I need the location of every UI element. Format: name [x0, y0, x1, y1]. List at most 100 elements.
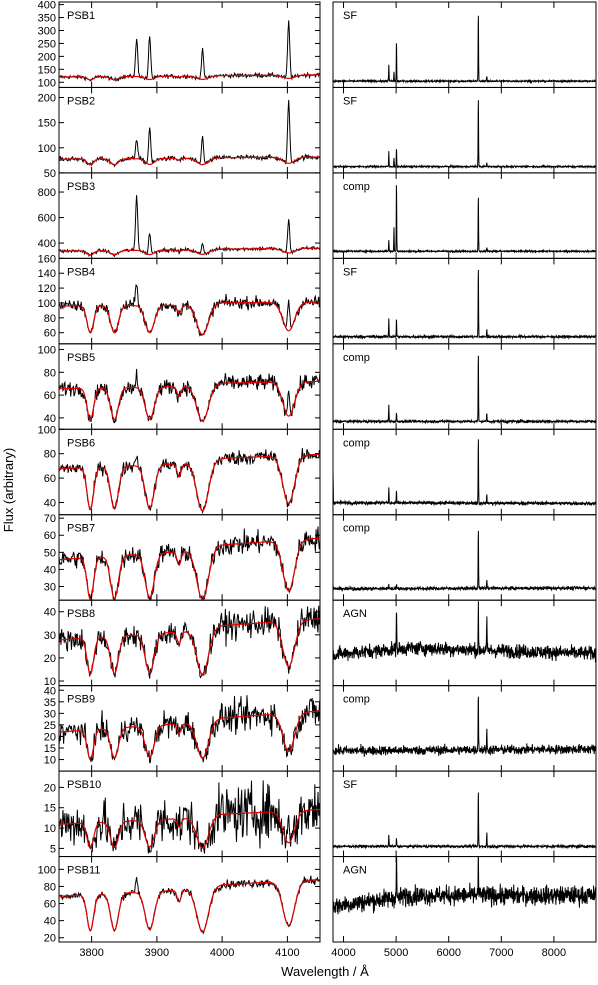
x-tick-label: 3900	[145, 947, 169, 959]
panel-label: comp	[343, 694, 370, 706]
observed-spectrum	[332, 530, 597, 593]
model-spectrum	[59, 618, 320, 676]
x-tick-label: 6000	[436, 947, 460, 959]
y-tick-label: 60	[44, 530, 56, 542]
y-tick-label: 100	[38, 864, 56, 876]
panel-label: PSB6	[67, 437, 95, 449]
x-tick-label: 4000	[210, 947, 234, 959]
y-tick-label: 80	[44, 367, 56, 379]
panel-frame	[332, 1, 597, 88]
model-spectrum	[59, 301, 320, 336]
model-spectrum	[59, 156, 320, 166]
y-tick-label: 20	[44, 933, 56, 945]
panel-label: PSB1	[67, 10, 95, 22]
panel-psb11: 20 40 60 80 100 3800 3900 4000 4100 PSB11	[38, 856, 321, 959]
panel-agn-8: AGN	[332, 599, 597, 687]
panel-label: comp	[343, 437, 370, 449]
y-tick-label: 25	[44, 720, 56, 732]
observed-spectrum	[332, 696, 597, 757]
observed-spectrum	[58, 875, 321, 935]
panel-comp-9: comp	[332, 685, 597, 772]
panel-label: SF	[343, 779, 357, 791]
y-tick-label: 80	[44, 449, 56, 461]
y-tick-label: 30	[44, 708, 56, 720]
y-tick-label: 60	[44, 899, 56, 911]
y-tick-label: 5	[50, 843, 56, 855]
y-tick-label: 400	[38, 238, 56, 250]
panel-comp-7: comp	[332, 514, 597, 601]
panel-frame	[332, 343, 597, 430]
panel-frame	[332, 86, 597, 174]
y-tick-label: 20	[44, 731, 56, 743]
observed-spectrum	[58, 284, 321, 337]
model-spectrum	[59, 74, 320, 81]
panel-psb8: 10 20 30 40 PSB8	[44, 599, 321, 688]
panel-label: SF	[343, 10, 357, 22]
y-tick-label: 100	[38, 143, 56, 155]
panel-label: PSB7	[67, 523, 95, 535]
y-tick-label: 40	[44, 413, 56, 425]
panel-frame	[332, 685, 597, 772]
panel-frame	[332, 172, 597, 259]
observed-spectrum	[332, 185, 597, 255]
y-tick-label: 200	[38, 93, 56, 105]
model-spectrum	[59, 380, 320, 422]
panel-frame	[58, 172, 321, 259]
observed-spectrum	[332, 601, 597, 663]
right-column-panels: SF SF comp SF comp comp comp AGN comp SF 4000 5000 6…	[331, 1, 597, 959]
panel-label: PSB11	[67, 865, 100, 877]
panel-psb6: 40 60 80 100 PSB6	[38, 424, 321, 516]
panel-frame	[332, 257, 597, 345]
y-tick-label: 350	[38, 13, 56, 25]
model-spectrum	[59, 247, 320, 256]
y-tick-label: 100	[38, 298, 56, 310]
y-tick-label: 35	[44, 697, 56, 709]
observed-spectrum	[58, 695, 321, 764]
y-tick-label: 50	[44, 168, 56, 180]
observed-spectrum	[332, 792, 597, 850]
observed-spectrum	[58, 99, 321, 168]
panel-psb5: 40 60 80 100 PSB5	[38, 343, 321, 430]
observed-spectrum	[58, 448, 321, 515]
panel-frame	[58, 343, 321, 430]
panel-label: PSB8	[67, 608, 95, 620]
y-tick-label: 60	[44, 328, 56, 340]
y-tick-label: 400	[38, 0, 56, 12]
x-axis-label: Wavelength / Å	[281, 964, 369, 979]
y-tick-label: 70	[44, 513, 56, 525]
observed-spectrum	[58, 526, 321, 602]
y-tick-label: 100	[38, 424, 56, 436]
y-tick-label: 600	[38, 213, 56, 225]
y-tick-label: 20	[44, 653, 56, 665]
panel-label: AGN	[343, 608, 367, 620]
y-tick-label: 80	[44, 881, 56, 893]
y-tick-label: 40	[44, 498, 56, 510]
y-tick-label: 800	[38, 187, 56, 199]
observed-spectrum	[332, 269, 597, 340]
y-tick-label: 150	[38, 64, 56, 76]
y-tick-label: 120	[38, 283, 56, 295]
y-tick-label: 300	[38, 25, 56, 37]
panel-label: SF	[343, 95, 357, 107]
model-spectrum	[59, 808, 320, 849]
panel-psb2: 50 100 150 200 PSB2	[38, 86, 321, 180]
y-tick-label: 140	[38, 268, 56, 280]
y-tick-label: 200	[38, 51, 56, 63]
y-tick-label: 40	[44, 916, 56, 928]
y-tick-label: 100	[38, 345, 56, 357]
panel-psb10: 5 10 15 20 PSB10	[44, 770, 321, 858]
panel-psb3: 400 600 800 PSB3	[38, 172, 321, 259]
panel-frame	[58, 856, 321, 943]
panel-label: PSB3	[67, 181, 95, 193]
panel-frame	[58, 257, 321, 345]
model-spectrum	[58, 710, 321, 760]
observed-spectrum	[58, 20, 321, 82]
panel-comp-3: comp	[332, 172, 597, 259]
observed-spectrum	[58, 195, 321, 258]
y-tick-label: 10	[44, 755, 56, 767]
observed-spectrum	[58, 780, 321, 854]
panel-label: PSB9	[67, 694, 95, 706]
model-spectrum	[59, 537, 321, 601]
observed-spectrum	[332, 15, 597, 84]
